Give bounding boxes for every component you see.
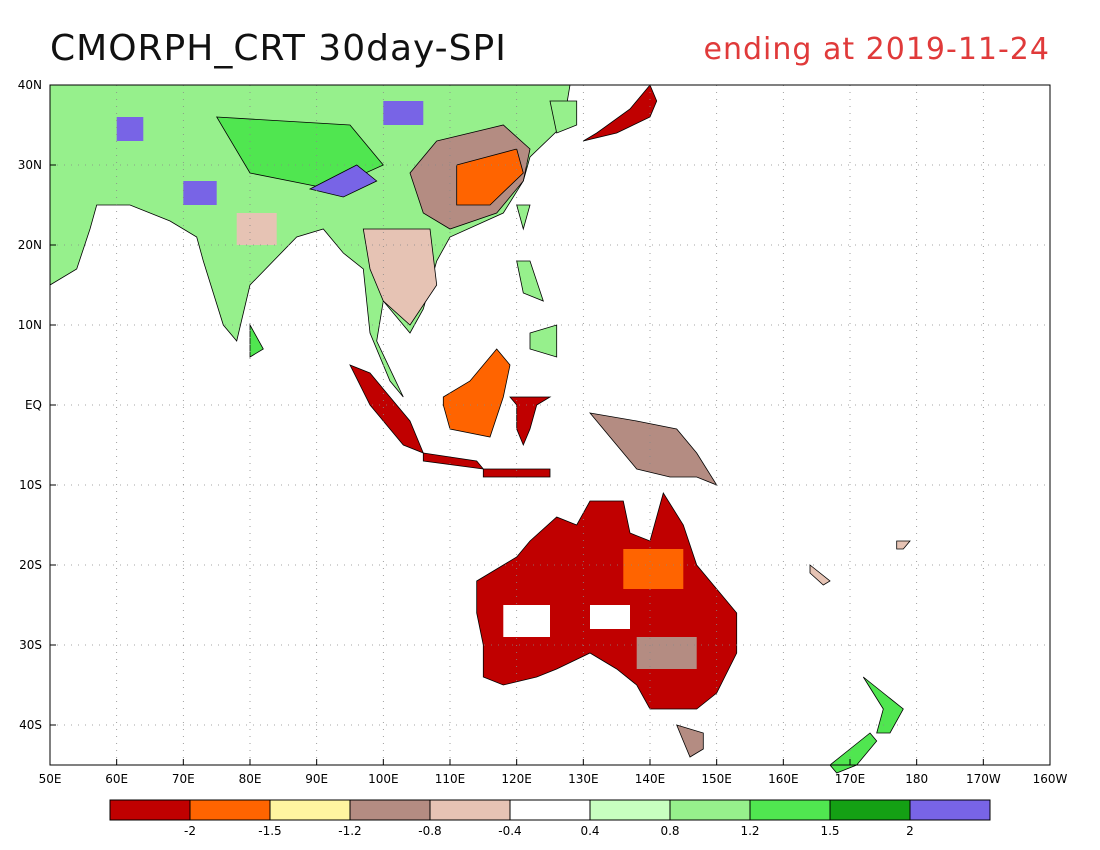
- lon-tick-label: 60E: [105, 772, 128, 786]
- lat-tick-label: 10S: [19, 478, 42, 492]
- south-china-deficit: [456, 148, 524, 206]
- lat-tick-label: 20S: [19, 558, 42, 572]
- legend-swatch: [349, 799, 431, 821]
- lat-tick-label: 40N: [18, 78, 42, 92]
- new-guinea: [588, 412, 718, 486]
- lesser-sunda: [482, 468, 551, 478]
- latitude-labels: 40N 30N 20N 10N EQ 10S 20S 30S 40S: [18, 78, 56, 732]
- nz-north: [862, 676, 904, 734]
- legend-label: 1.2: [740, 824, 759, 838]
- legend-label: -1.5: [258, 824, 281, 838]
- lon-tick-label: 130E: [568, 772, 599, 786]
- himalaya-very-wet: [308, 164, 378, 198]
- spi-color-legend: -2 -1.5 -1.2 -0.8 -0.4 0.4 0.8 1.2 1.5 2: [109, 799, 991, 838]
- lon-tick-label: 120E: [501, 772, 532, 786]
- legend-swatch: [669, 799, 751, 821]
- lon-tick-label: 90E: [305, 772, 328, 786]
- longitude-labels: 50E 60E 70E 80E 90E 100E 110E 120E 130E 140E 150E 1…: [39, 759, 1068, 786]
- lat-tick-label: 30N: [18, 158, 42, 172]
- australia-brown-band: [636, 637, 697, 669]
- legend-swatch: [109, 799, 191, 821]
- lon-tick-label: 80E: [239, 772, 262, 786]
- legend-label: 2: [906, 824, 914, 838]
- australia-white-2: [590, 605, 630, 629]
- lat-tick-label: EQ: [25, 398, 42, 412]
- australia: [476, 492, 738, 710]
- lon-tick-label: 70E: [172, 772, 195, 786]
- map-title: CMORPH_CRT 30day-SPI: [50, 28, 507, 69]
- land-and-spi-fill: [49, 84, 911, 774]
- lat-tick-label: 30S: [19, 638, 42, 652]
- korea: [549, 100, 578, 134]
- central-asia-wet-patch: [116, 117, 144, 141]
- lat-tick-label: 20N: [18, 238, 42, 252]
- legend-swatch: [509, 799, 591, 821]
- australia-orange-band: [623, 549, 684, 589]
- lon-tick-label: 140E: [635, 772, 666, 786]
- legend-swatch: [909, 799, 991, 821]
- legend-swatch: [269, 799, 351, 821]
- legend-swatch: [589, 799, 671, 821]
- sumatra: [349, 364, 425, 454]
- lon-tick-label: 170E: [835, 772, 866, 786]
- tasmania: [676, 724, 704, 758]
- lon-tick-label: 160E: [768, 772, 799, 786]
- legend-label: -0.8: [418, 824, 441, 838]
- indochina: [362, 228, 438, 326]
- legend-label: 0.8: [660, 824, 679, 838]
- india-wet-patch: [183, 181, 217, 205]
- lon-tick-label: 170W: [966, 772, 1001, 786]
- lon-tick-label: 110E: [435, 772, 466, 786]
- new-caledonia: [809, 564, 831, 586]
- taiwan: [516, 204, 531, 231]
- legend-label: 1.5: [820, 824, 839, 838]
- japan-south: [583, 84, 658, 142]
- legend-swatch: [429, 799, 511, 821]
- lat-tick-label: 10N: [18, 318, 42, 332]
- legend-label: -1.2: [338, 824, 361, 838]
- china-wet-patch: [383, 101, 424, 125]
- lat-tick-label: 40S: [19, 718, 42, 732]
- lon-tick-label: 100E: [368, 772, 399, 786]
- java: [422, 452, 485, 470]
- mindanao: [529, 324, 558, 358]
- legend-swatch: [189, 799, 271, 821]
- legend-swatch: [829, 799, 911, 821]
- map-frame: [49, 84, 1051, 766]
- lon-tick-label: 180: [905, 772, 928, 786]
- map-subtitle: ending at 2019-11-24: [703, 32, 1050, 67]
- legend-swatch: [749, 799, 831, 821]
- lon-tick-label: 160W: [1033, 772, 1068, 786]
- india-dry-patch: [236, 213, 277, 245]
- borneo: [442, 348, 511, 438]
- fiji: [896, 540, 911, 550]
- australia-white-1: [503, 605, 550, 637]
- sri-lanka: [249, 323, 264, 358]
- lon-tick-label: 50E: [39, 772, 62, 786]
- lon-tick-label: 150E: [701, 772, 732, 786]
- sulawesi: [509, 396, 552, 447]
- legend-label: -2: [184, 824, 196, 838]
- nz-south: [829, 732, 878, 774]
- legend-label: -0.4: [498, 824, 521, 838]
- luzon: [516, 260, 544, 302]
- legend-label: 0.4: [580, 824, 599, 838]
